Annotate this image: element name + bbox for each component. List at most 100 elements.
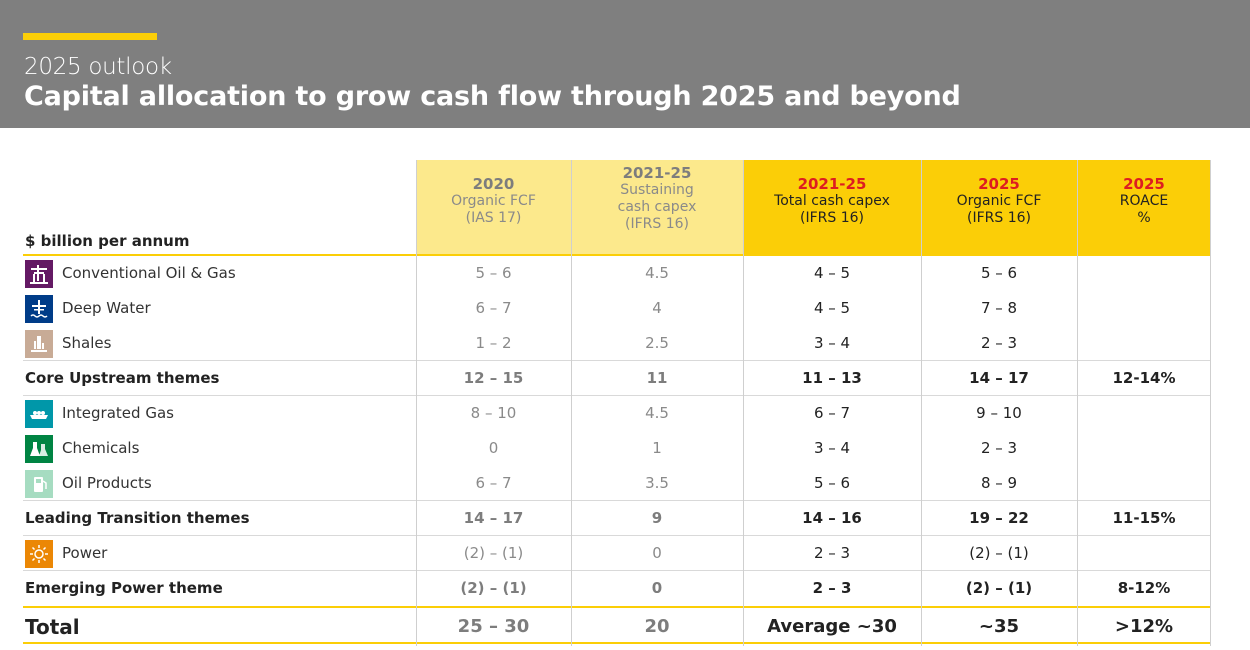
value-total-capex: 11 – 13	[802, 369, 862, 387]
value-2025-organic-fcf: 5 – 6	[980, 264, 1018, 282]
value-total-capex: Average ~30	[767, 616, 897, 637]
value-2025-organic-fcf: 2 – 3	[980, 439, 1018, 457]
column-line: cash capex	[617, 199, 697, 215]
value-roace: 11-15%	[1112, 509, 1176, 527]
value-2020-organic-fcf: 8 – 10	[470, 404, 517, 422]
column-year: 2025	[978, 175, 1020, 193]
value-2020-organic-fcf: 6 – 7	[475, 299, 512, 317]
column-divider	[571, 160, 572, 646]
shales-icon	[25, 330, 53, 358]
row-label: Total	[25, 615, 80, 639]
value-2025-organic-fcf: 14 – 17	[969, 369, 1029, 387]
lng-ship-icon	[25, 400, 53, 428]
column-line: (IFRS 16)	[967, 210, 1031, 226]
column-header-roace: 2025 ROACE %	[1077, 160, 1211, 254]
value-2025-organic-fcf: (2) – (1)	[969, 544, 1029, 562]
value-2020-organic-fcf: 5 – 6	[475, 264, 512, 282]
table-row: Oil Products 6 – 7 3.5 5 – 6 8 – 9	[23, 466, 1211, 501]
value-total-capex: 2 – 3	[813, 544, 851, 562]
value-2025-organic-fcf: ~35	[978, 616, 1020, 637]
table-row-subtotal: Leading Transition themes 14 – 17 9 14 –…	[23, 501, 1211, 536]
slide-subtitle: 2025 outlook	[24, 54, 172, 80]
column-line: (IFRS 16)	[800, 210, 864, 226]
capital-allocation-table: $ billion per annum 2020 Organic FCF (IA…	[23, 160, 1211, 646]
table-row: Power (2) – (1) 0 2 – 3 (2) – (1)	[23, 536, 1211, 571]
row-label: Emerging Power theme	[25, 579, 223, 597]
column-year: 2025	[1123, 175, 1165, 193]
column-year: 2021-25	[622, 164, 692, 182]
value-total-capex: 3 – 4	[813, 334, 851, 352]
column-divider	[1077, 160, 1078, 646]
value-sustaining-capex: 20	[644, 616, 670, 637]
value-total-capex: 2 – 3	[812, 579, 852, 597]
row-label: Oil Products	[62, 474, 152, 492]
table-row: Conventional Oil & Gas 5 – 6 4.5 4 – 5 5…	[23, 256, 1211, 291]
value-2020-organic-fcf: (2) – (1)	[460, 579, 527, 597]
column-line: Sustaining	[620, 182, 694, 198]
value-2025-organic-fcf: 8 – 9	[980, 474, 1018, 492]
column-header-total-capex: 2021-25 Total cash capex (IFRS 16)	[743, 160, 921, 254]
value-2025-organic-fcf: 9 – 10	[976, 404, 1022, 422]
value-2020-organic-fcf: 1 – 2	[475, 334, 512, 352]
value-total-capex: 4 – 5	[813, 264, 851, 282]
row-label: Leading Transition themes	[25, 509, 250, 527]
row-label: Integrated Gas	[62, 404, 174, 422]
value-total-capex: 6 – 7	[813, 404, 851, 422]
value-sustaining-capex: 9	[651, 509, 663, 527]
value-sustaining-capex: 3.5	[645, 474, 669, 492]
value-2025-organic-fcf: (2) – (1)	[965, 579, 1033, 597]
column-year: 2020	[472, 175, 515, 193]
column-line: %	[1137, 210, 1151, 226]
value-2025-organic-fcf: 2 – 3	[980, 334, 1018, 352]
column-header-2025-organic-fcf: 2025 Organic FCF (IFRS 16)	[921, 160, 1077, 254]
value-2020-organic-fcf: 14 – 17	[463, 509, 524, 527]
table-row: Shales 1 – 2 2.5 3 – 4 2 – 3	[23, 326, 1211, 361]
column-header-sustaining-capex: 2021-25 Sustaining cash capex (IFRS 16)	[571, 160, 743, 254]
column-line: Organic FCF	[451, 193, 536, 209]
value-2020-organic-fcf: (2) – (1)	[463, 544, 524, 562]
column-year: 2021-25	[797, 175, 867, 193]
value-total-capex: 3 – 4	[813, 439, 851, 457]
value-sustaining-capex: 2.5	[645, 334, 669, 352]
value-roace: 12-14%	[1112, 369, 1176, 387]
row-label: Chemicals	[62, 439, 140, 457]
row-label: Deep Water	[62, 299, 151, 317]
value-2025-organic-fcf: 19 – 22	[969, 509, 1029, 527]
column-divider	[1210, 160, 1211, 646]
value-sustaining-capex: 11	[646, 369, 668, 387]
slide-header: 2025 outlook Capital allocation to grow …	[0, 0, 1250, 128]
unit-label: $ billion per annum	[25, 232, 190, 250]
value-2020-organic-fcf: 25 – 30	[457, 616, 530, 637]
value-roace: 8-12%	[1117, 579, 1171, 597]
value-sustaining-capex: 1	[652, 439, 662, 457]
value-sustaining-capex: 0	[652, 544, 662, 562]
column-divider	[921, 160, 922, 646]
deep-water-icon	[25, 295, 53, 323]
column-divider	[743, 160, 744, 646]
value-sustaining-capex: 4	[652, 299, 662, 317]
value-roace: >12%	[1114, 616, 1174, 637]
column-line: Organic FCF	[956, 193, 1042, 209]
column-line: (IAS 17)	[465, 210, 522, 226]
column-header-2020-organic-fcf: 2020 Organic FCF (IAS 17)	[416, 160, 571, 254]
row-label: Conventional Oil & Gas	[62, 264, 236, 282]
sun-power-icon	[25, 540, 53, 568]
accent-bar	[23, 33, 157, 40]
row-label: Core Upstream themes	[25, 369, 220, 387]
column-line: ROACE	[1119, 193, 1169, 209]
column-divider	[416, 160, 417, 646]
row-label: Power	[62, 544, 108, 562]
table-header-row: $ billion per annum 2020 Organic FCF (IA…	[23, 160, 1211, 256]
value-2020-organic-fcf: 6 – 7	[475, 474, 512, 492]
value-sustaining-capex: 4.5	[645, 264, 669, 282]
row-label: Shales	[62, 334, 112, 352]
value-sustaining-capex: 0	[651, 579, 663, 597]
value-2020-organic-fcf: 0	[488, 439, 499, 457]
table-row: Integrated Gas 8 – 10 4.5 6 – 7 9 – 10	[23, 396, 1211, 431]
column-line: (IFRS 16)	[625, 216, 689, 232]
table-row-subtotal: Core Upstream themes 12 – 15 11 11 – 13 …	[23, 361, 1211, 396]
value-sustaining-capex: 4.5	[645, 404, 669, 422]
table-row-subtotal: Emerging Power theme (2) – (1) 0 2 – 3 (…	[23, 571, 1211, 606]
table-row: Chemicals 0 1 3 – 4 2 – 3	[23, 431, 1211, 466]
value-total-capex: 14 – 16	[802, 509, 862, 527]
